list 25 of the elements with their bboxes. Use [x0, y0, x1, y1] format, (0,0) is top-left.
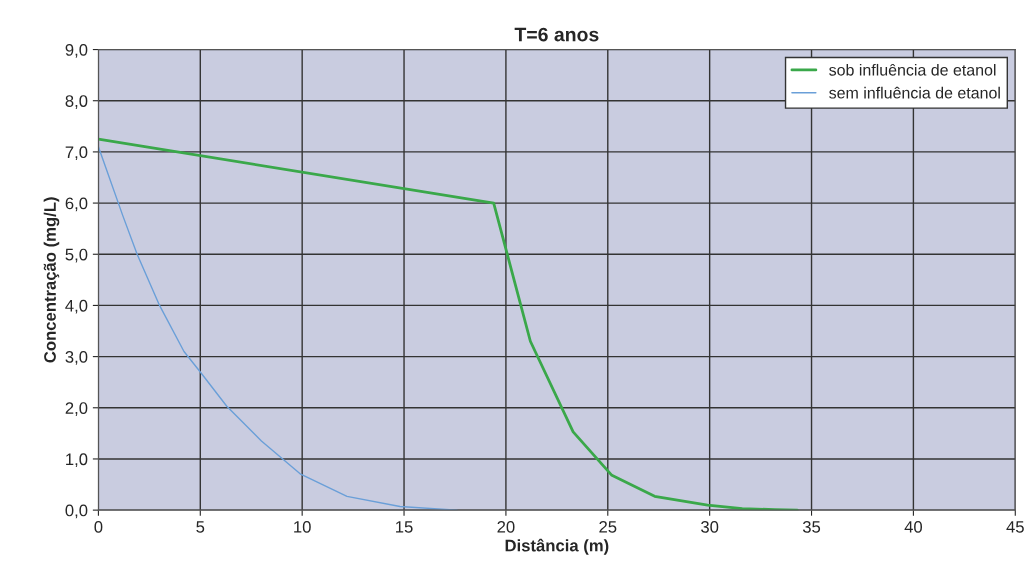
y-tick-label: 2,0	[65, 402, 88, 416]
y-tick-label: 5,0	[65, 248, 88, 263]
x-axis-title: Distância (m)	[505, 538, 609, 555]
y-tick-label: 3,0	[65, 351, 88, 365]
x-tick-label: 5	[196, 521, 205, 533]
x-tick-label: 15	[396, 521, 413, 533]
x-tick-label: 0	[94, 520, 103, 533]
x-tick-label: 30	[701, 520, 719, 533]
y-axis-title: Concentração (mg/L)	[43, 197, 60, 363]
y-tick-label: 0,0	[65, 504, 88, 519]
legend-label: sem influência de etanol	[829, 86, 1000, 99]
x-tick-label: 10	[294, 520, 311, 533]
chart-title: T=6 anos	[514, 27, 599, 42]
y-tick-label: 6,0	[65, 197, 88, 212]
x-tick-label: 45	[1006, 521, 1024, 533]
x-tick-label: 20	[497, 520, 515, 533]
x-tick-label: 35	[802, 520, 821, 533]
x-tick-label: 40	[904, 520, 923, 533]
y-tick-label: 9,0	[65, 43, 88, 58]
legend-label: sob influência de etanol	[829, 63, 996, 76]
y-tick-label: 1,0	[66, 453, 88, 468]
y-tick-label: 7,0	[65, 146, 88, 161]
x-tick-label: 25	[599, 520, 617, 533]
y-tick-label: 8,0	[65, 95, 88, 109]
y-tick-label: 4,0	[65, 299, 88, 314]
